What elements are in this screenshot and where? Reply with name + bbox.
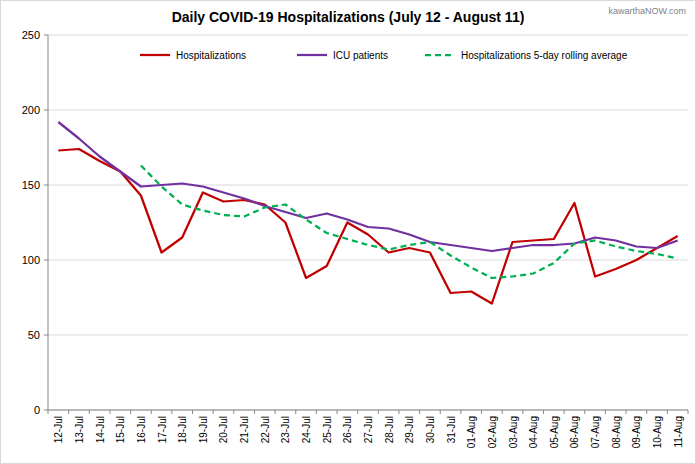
plot-area xyxy=(58,122,677,304)
x-tick-label: 01-Aug xyxy=(466,416,477,448)
x-tick-label: 16-Jul xyxy=(136,416,147,443)
x-tick xyxy=(130,410,131,414)
y-tick xyxy=(44,260,48,261)
grid-line xyxy=(48,410,688,411)
grid-line xyxy=(48,110,688,111)
x-tick-label: 20-Jul xyxy=(218,416,229,443)
legend-swatch xyxy=(297,54,327,56)
x-tick-label: 24-Jul xyxy=(301,416,312,443)
x-tick-label: 28-Jul xyxy=(384,416,395,443)
x-tick-label: 30-Jul xyxy=(425,416,436,443)
x-tick-label: 07-Aug xyxy=(590,416,601,448)
x-tick-label: 15-Jul xyxy=(115,416,126,443)
x-tick xyxy=(233,410,234,414)
y-tick-label: 0 xyxy=(34,404,40,416)
annotation: kawarthaNOW.com xyxy=(608,6,686,16)
x-tick xyxy=(378,410,379,414)
x-tick xyxy=(440,410,441,414)
x-tick xyxy=(295,410,296,414)
x-tick xyxy=(48,410,49,414)
x-tick xyxy=(275,410,276,414)
legend-swatch xyxy=(425,54,455,56)
y-tick-label: 50 xyxy=(28,329,40,341)
x-tick-label: 25-Jul xyxy=(322,416,333,443)
chart-frame xyxy=(1,1,696,464)
x-tick-label: 13-Jul xyxy=(74,416,85,443)
legend-label: ICU patients xyxy=(333,50,388,61)
x-tick xyxy=(357,410,358,414)
x-tick-label: 23-Jul xyxy=(280,416,291,443)
y-tick-label: 250 xyxy=(22,29,40,41)
x-tick xyxy=(543,410,544,414)
x-tick-label: 09-Aug xyxy=(631,416,642,448)
x-tick xyxy=(522,410,523,414)
x-tick-label: 12-Jul xyxy=(53,416,64,443)
legend-label: Hospitalizations xyxy=(176,50,246,61)
x-tick-label: 03-Aug xyxy=(508,416,519,448)
x-tick xyxy=(688,410,689,414)
x-tick-label: 14-Jul xyxy=(95,416,106,443)
x-tick xyxy=(192,410,193,414)
x-tick-label: 08-Aug xyxy=(611,416,622,448)
x-tick xyxy=(151,410,152,414)
x-tick-label: 29-Jul xyxy=(404,416,415,443)
x-tick xyxy=(419,410,420,414)
legend-label: Hospitalizations 5-day rolling average xyxy=(461,50,628,61)
x-tick-label: 05-Aug xyxy=(549,416,560,448)
chart: Daily COVID-19 Hospitalizations (July 12… xyxy=(0,0,696,464)
x-tick xyxy=(584,410,585,414)
x-tick-label: 27-Jul xyxy=(363,416,374,443)
x-tick-label: 31-Jul xyxy=(446,416,457,443)
x-tick xyxy=(481,410,482,414)
y-tick xyxy=(44,110,48,111)
x-tick-label: 04-Aug xyxy=(528,416,539,448)
x-tick xyxy=(398,410,399,414)
x-tick xyxy=(109,410,110,414)
x-tick xyxy=(502,410,503,414)
grid-line xyxy=(48,260,688,261)
x-tick xyxy=(171,410,172,414)
y-tick xyxy=(44,335,48,336)
series-line xyxy=(58,122,677,251)
x-tick xyxy=(316,410,317,414)
x-tick xyxy=(667,410,668,414)
x-tick-label: 22-Jul xyxy=(260,416,271,443)
y-tick-label: 150 xyxy=(22,179,40,191)
y-tick-label: 100 xyxy=(22,254,40,266)
x-axis xyxy=(48,410,688,411)
series-line xyxy=(141,166,678,279)
x-tick xyxy=(68,410,69,414)
x-tick xyxy=(564,410,565,414)
y-axis xyxy=(48,35,49,410)
y-tick xyxy=(44,185,48,186)
x-tick-label: 02-Aug xyxy=(487,416,498,448)
x-tick-label: 17-Jul xyxy=(157,416,168,443)
x-tick xyxy=(254,410,255,414)
y-tick xyxy=(44,410,48,411)
x-tick-label: 10-Aug xyxy=(652,416,663,448)
x-tick xyxy=(337,410,338,414)
grid-line xyxy=(48,335,688,336)
x-tick xyxy=(89,410,90,414)
y-tick-label: 200 xyxy=(22,104,40,116)
x-tick-label: 19-Jul xyxy=(198,416,209,443)
x-tick xyxy=(460,410,461,414)
title: Daily COVID-19 Hospitalizations (July 12… xyxy=(172,9,525,25)
x-tick xyxy=(646,410,647,414)
x-tick xyxy=(626,410,627,414)
x-tick-label: 21-Jul xyxy=(239,416,250,443)
legend-swatch xyxy=(140,54,170,56)
grid-line xyxy=(48,35,688,36)
x-tick-label: 18-Jul xyxy=(177,416,188,443)
x-tick-label: 06-Aug xyxy=(569,416,580,448)
x-tick xyxy=(213,410,214,414)
y-tick xyxy=(44,35,48,36)
x-tick-label: 11-Aug xyxy=(673,416,684,448)
x-tick-label: 26-Jul xyxy=(342,416,353,443)
x-tick xyxy=(605,410,606,414)
